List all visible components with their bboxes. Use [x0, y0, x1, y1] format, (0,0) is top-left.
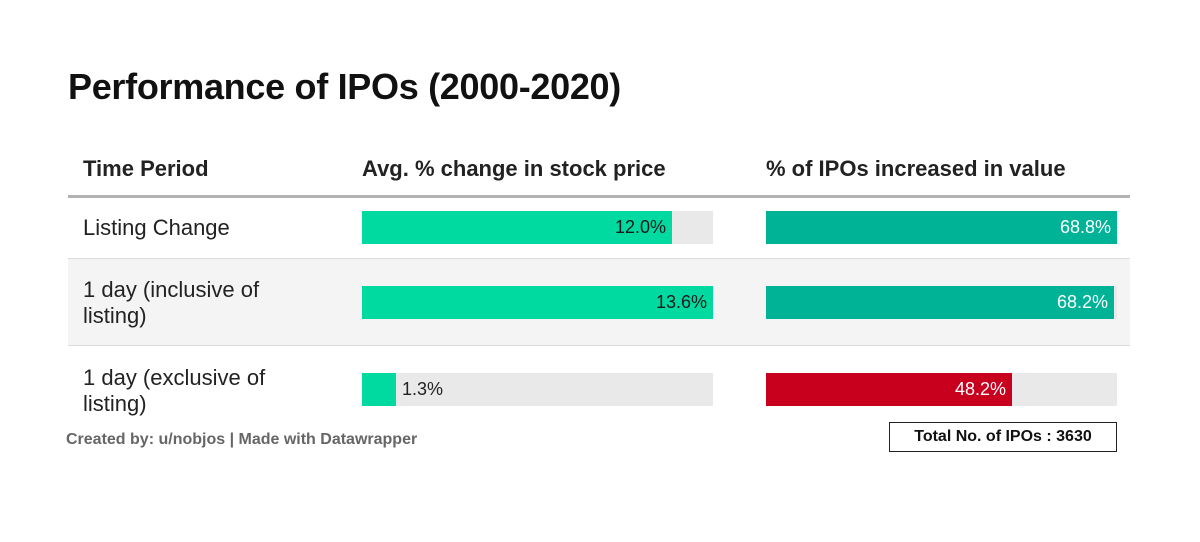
avg-change-value: 12.0%: [614, 217, 666, 237]
row-divider: [68, 258, 1130, 259]
header-rule: [68, 195, 1130, 198]
pct-increased-track: 68.2%: [766, 286, 1117, 319]
pct-increased-value: 68.8%: [1059, 217, 1111, 237]
pct-increased-value: 68.2%: [1056, 292, 1108, 312]
total-ipos-box: Total No. of IPOs : 3630: [889, 422, 1117, 452]
avg-change-bar: [362, 286, 713, 319]
pct-increased-bar: [766, 286, 1114, 319]
pct-increased-value: 48.2%: [954, 379, 1006, 399]
credit-line: Created by: u/nobjos | Made with Datawra…: [66, 431, 418, 448]
row-label: 1 day (inclusive of listing): [83, 277, 260, 328]
row-label: Listing Change: [83, 215, 230, 240]
pct-increased-track: 68.8%: [766, 211, 1117, 244]
pct-increased-bar: [766, 211, 1117, 244]
column-header-pct-increased: % of IPOs increased in value: [766, 156, 1066, 181]
avg-change-bar: [362, 373, 396, 406]
row-label: 1 day (exclusive of listing): [83, 365, 266, 416]
avg-change-track: 13.6%: [362, 286, 713, 319]
avg-change-value: 13.6%: [655, 292, 707, 312]
pct-increased-track: 48.2%: [766, 373, 1117, 406]
row-divider: [68, 345, 1130, 346]
avg-change-track: 1.3%: [362, 373, 713, 406]
avg-change-track: 12.0%: [362, 211, 713, 244]
column-header-avg-change: Avg. % change in stock price: [362, 156, 666, 181]
avg-change-bar: [362, 211, 672, 244]
column-header-time-period: Time Period: [83, 156, 209, 181]
chart-title: Performance of IPOs (2000-2020): [68, 66, 621, 107]
avg-change-value: 1.3%: [402, 379, 444, 399]
pct-increased-bar: [766, 373, 1012, 406]
